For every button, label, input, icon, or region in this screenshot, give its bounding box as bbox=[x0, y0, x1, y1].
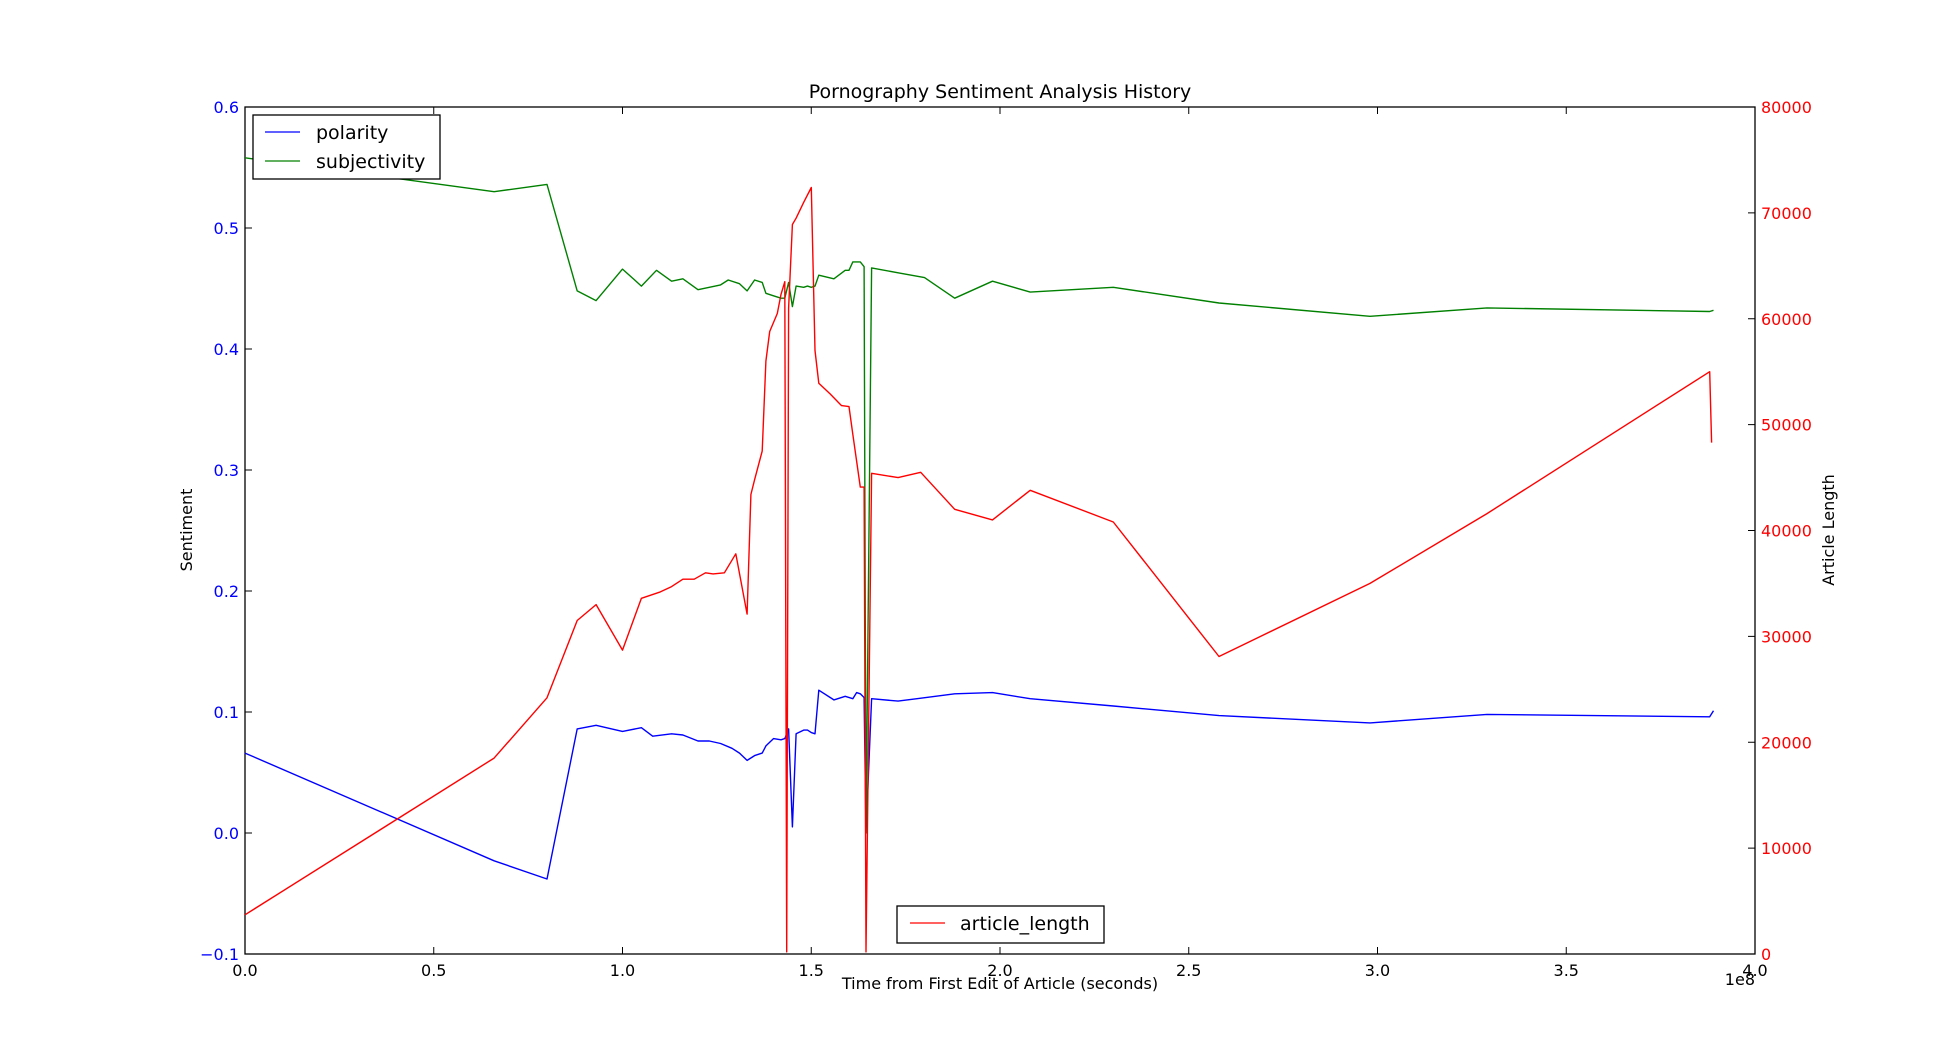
right-y-axis-ticks: 0 10000 20000 30000 40000 50000 60000 70000 8000… bbox=[1748, 98, 1812, 964]
legend-label-polarity: polarity bbox=[316, 122, 388, 144]
x-tick-label: 3.5 bbox=[1554, 961, 1579, 980]
x-tick-label: 0.0 bbox=[232, 961, 257, 980]
series-layer bbox=[244, 157, 1715, 953]
left-y-tick-label: 0.6 bbox=[214, 98, 239, 117]
right-y-tick-label: 80000 bbox=[1761, 98, 1812, 117]
x-axis-ticks: 0.0 0.5 1.0 1.5 2.0 2.5 3.0 3.5 4.0 bbox=[232, 107, 1768, 980]
x-tick-label: 2.0 bbox=[987, 961, 1012, 980]
plot-area bbox=[244, 106, 1756, 955]
legend-upper-left: polarity subjectivity bbox=[252, 114, 441, 180]
left-y-tick-label: 0.3 bbox=[214, 461, 239, 480]
right-y-tick-label: 70000 bbox=[1761, 204, 1812, 223]
left-y-tick-label: 0.1 bbox=[214, 703, 239, 722]
x-axis-label: Time from First Edit of Article (seconds… bbox=[841, 974, 1158, 993]
series-line-article-length bbox=[244, 186, 1713, 953]
legend-lower-center-box bbox=[896, 905, 1105, 944]
right-y-tick-label: 40000 bbox=[1761, 522, 1812, 541]
right-y-tick-label: 60000 bbox=[1761, 310, 1812, 329]
left-y-tick-label: 0.0 bbox=[214, 824, 239, 843]
chart-title: Pornography Sentiment Analysis History bbox=[809, 81, 1192, 103]
x-tick-label: 3.0 bbox=[1365, 961, 1390, 980]
left-y-tick-label: 0.4 bbox=[214, 340, 239, 359]
x-tick-label: 0.5 bbox=[421, 961, 446, 980]
right-y-tick-label: 50000 bbox=[1761, 416, 1812, 435]
left-y-tick-label: −0.1 bbox=[200, 945, 239, 964]
x-tick-label: 1.0 bbox=[610, 961, 635, 980]
right-y-tick-label: 0 bbox=[1761, 945, 1771, 964]
plot-frame bbox=[244, 106, 1756, 955]
series-line-polarity bbox=[244, 689, 1715, 880]
x-tick-label: 1.5 bbox=[799, 961, 824, 980]
right-y-axis-label: Article Length bbox=[1819, 474, 1838, 586]
left-y-tick-label: 0.2 bbox=[214, 582, 239, 601]
series-line-subjectivity bbox=[244, 157, 1714, 834]
x-axis-scale-note: 1e8 bbox=[1725, 970, 1755, 989]
legend-label-subjectivity: subjectivity bbox=[316, 151, 425, 173]
x-tick-label: 2.5 bbox=[1176, 961, 1201, 980]
legend-upper-left-box bbox=[252, 114, 441, 180]
right-y-tick-label: 20000 bbox=[1761, 733, 1812, 752]
right-y-tick-label: 10000 bbox=[1761, 839, 1812, 858]
legend-label-article-length: article_length bbox=[960, 913, 1090, 935]
legend-lower-center: article_length bbox=[896, 905, 1105, 944]
x-tick-label: 4.0 bbox=[1742, 961, 1767, 980]
left-y-axis-label: Sentiment bbox=[177, 489, 196, 572]
left-y-axis-ticks: −0.1 0.0 0.1 0.2 0.3 0.4 0.5 0.6 bbox=[200, 98, 252, 964]
left-y-tick-label: 0.5 bbox=[214, 219, 239, 238]
right-y-tick-label: 30000 bbox=[1761, 627, 1812, 646]
